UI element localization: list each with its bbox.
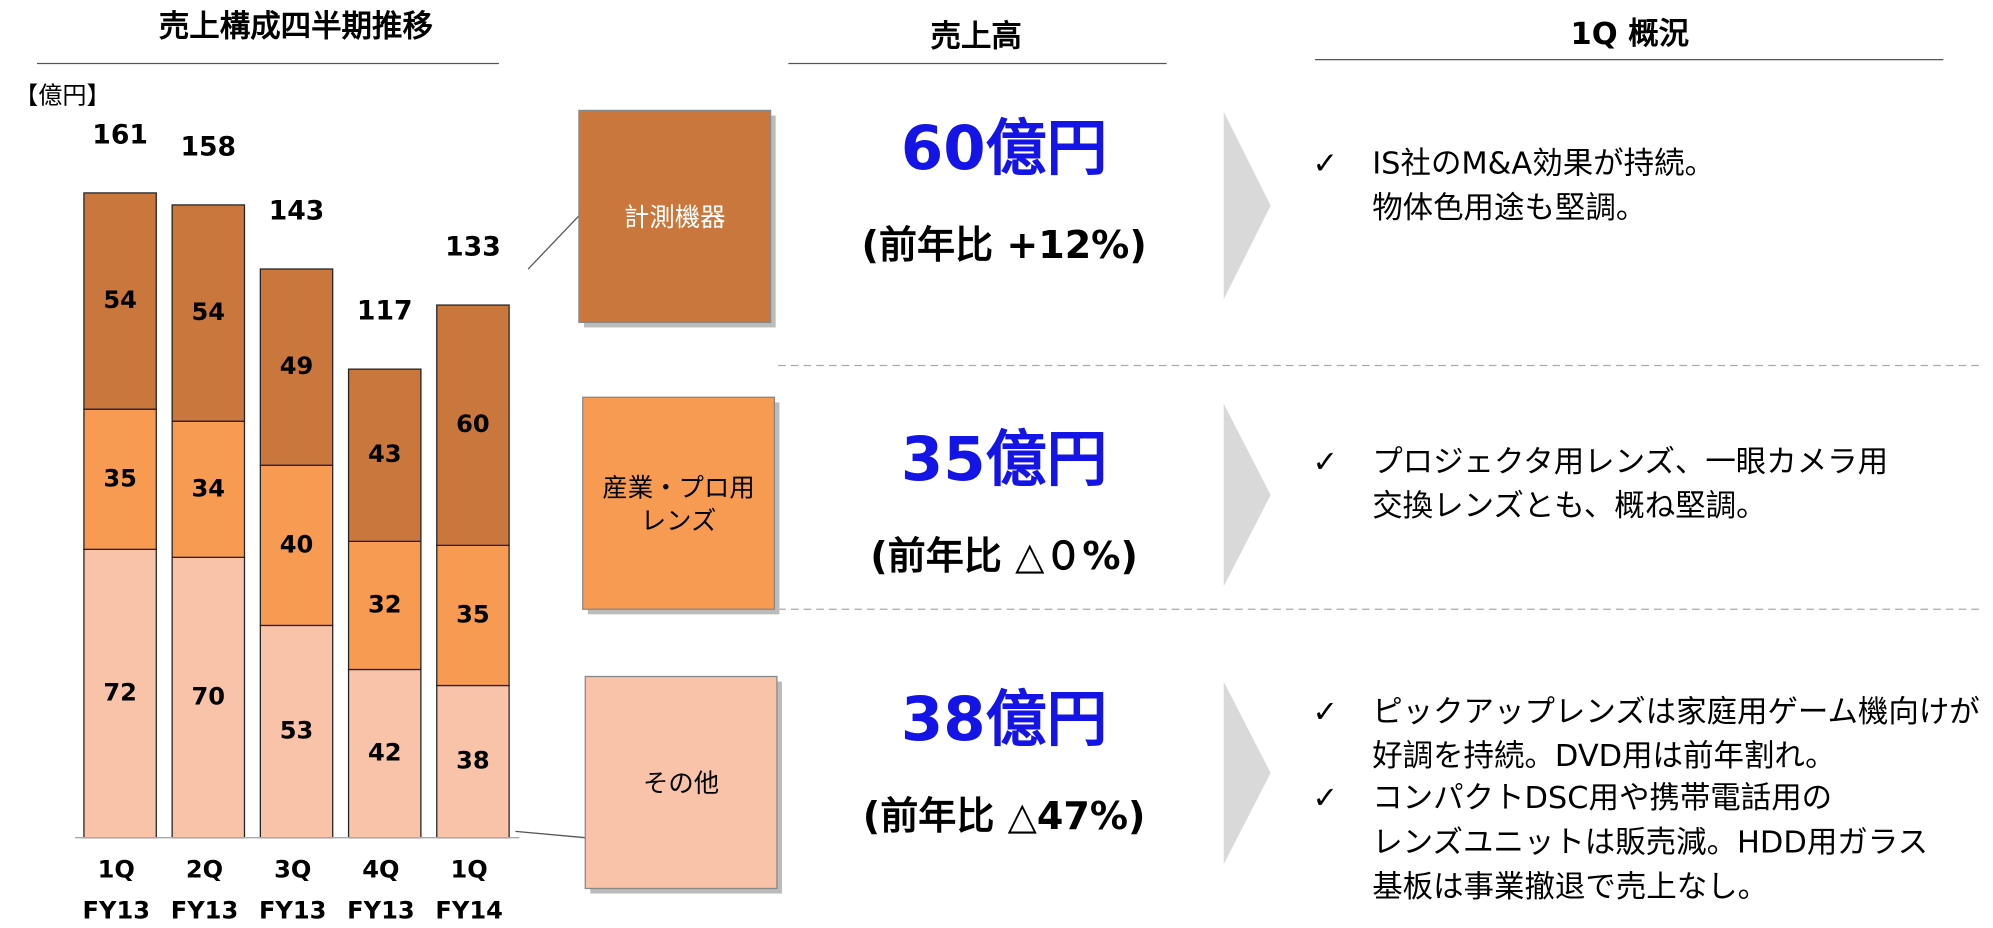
data-label: 60 — [456, 410, 490, 438]
legend-box — [584, 675, 778, 890]
check-mark: ✓ — [1313, 445, 1339, 480]
data-label: 54 — [192, 298, 226, 326]
chart-title: 売上構成四半期推移 — [159, 9, 433, 44]
bar-segment — [347, 540, 422, 671]
data-label: 34 — [192, 474, 226, 502]
chevron — [1223, 681, 1271, 865]
legend-text: 計測機器 — [623, 201, 726, 232]
chevron — [1223, 403, 1271, 587]
data-label: 32 — [368, 590, 402, 618]
x-tick-label: FY14 — [435, 896, 502, 924]
legend-box — [578, 109, 772, 324]
bar-segment — [83, 192, 157, 410]
bullet-text: 好調を持続。DVD用は前年割れ。 — [1372, 739, 1835, 774]
total-label: 133 — [445, 231, 501, 262]
bullet-text: ピックアップレンズは家庭用ゲーム機向けが — [1372, 695, 1980, 730]
bullet-text: 交換レンズとも、概ね堅調。 — [1372, 489, 1766, 524]
x-tick-label: 4Q — [362, 856, 399, 884]
data-label: 40 — [280, 530, 314, 558]
bar-segment — [436, 544, 510, 687]
connector — [527, 215, 580, 270]
data-label: 42 — [368, 739, 402, 767]
sales-yoy: (前年比 △47%) — [863, 794, 1146, 838]
total-label: 117 — [357, 296, 413, 327]
legend-box — [582, 396, 776, 610]
x-tick-label: FY13 — [171, 896, 238, 924]
x-tick-label: 1Q — [98, 856, 135, 884]
x-tick-label: FY13 — [347, 896, 414, 924]
sales-amount: 35億円 — [901, 424, 1108, 495]
data-label: 70 — [192, 683, 226, 711]
legend-text: その他 — [643, 767, 720, 798]
bar-segment — [171, 204, 246, 422]
total-label: 158 — [180, 131, 236, 162]
unit-label: 【億円】 — [14, 81, 110, 109]
bullet-text: プロジェクタ用レンズ、一眼カメラ用 — [1372, 445, 1888, 480]
sales-amount: 60億円 — [901, 113, 1108, 184]
bullet-text: 基板は事業撤退で売上なし。 — [1372, 870, 1768, 905]
x-tick-label: 1Q — [450, 856, 487, 884]
x-tick-label: FY13 — [259, 896, 326, 924]
data-label: 43 — [368, 440, 402, 468]
chevron — [1223, 111, 1271, 300]
bar-segment — [347, 368, 422, 542]
bullet-text: レンズユニットは販売減。HDD用ガラス — [1372, 826, 1928, 861]
bar-segment — [259, 624, 334, 839]
legend-text: 産業・プロ用レンズ — [602, 471, 755, 535]
section-title: 売上高 — [931, 20, 1022, 55]
bar-segment — [436, 304, 510, 546]
check-mark: ✓ — [1313, 781, 1339, 816]
total-label: 161 — [92, 119, 148, 150]
bar-segment — [83, 548, 157, 839]
data-label: 72 — [103, 679, 137, 707]
legend-label: 計測機器 — [623, 201, 726, 232]
bullet-text: 物体色用途も堅調。 — [1372, 191, 1646, 226]
total-label: 143 — [269, 195, 325, 226]
bar-segment — [259, 268, 334, 466]
data-label: 38 — [456, 747, 490, 775]
bar-segment — [259, 464, 334, 627]
legend-label: その他 — [643, 767, 720, 798]
x-tick-label: 3Q — [274, 856, 311, 884]
check-mark: ✓ — [1313, 147, 1339, 182]
bullet-text: コンパクトDSC用や携帯電話用の — [1372, 781, 1832, 816]
sales-yoy: (前年比 △０%) — [870, 534, 1138, 578]
check-mark: ✓ — [1313, 695, 1339, 730]
data-label: 53 — [280, 717, 314, 745]
data-label: 54 — [103, 286, 137, 314]
connector — [515, 830, 586, 839]
bar-segment — [171, 420, 246, 558]
section-title: 1Q 概況 — [1571, 17, 1690, 52]
bullet-text: IS社のM&A効果が持続。 — [1372, 147, 1715, 182]
data-label: 49 — [280, 352, 314, 380]
bar-segment — [347, 668, 422, 839]
sales-amount: 38億円 — [901, 684, 1108, 755]
data-label: 35 — [456, 600, 490, 628]
data-label: 35 — [103, 464, 137, 492]
sales-yoy: (前年比 +12%) — [861, 223, 1146, 267]
bar-segment — [171, 556, 246, 839]
x-tick-label: 2Q — [186, 856, 223, 884]
x-tick-label: FY13 — [83, 896, 150, 924]
legend-label: 産業・プロ用レンズ — [602, 471, 755, 535]
